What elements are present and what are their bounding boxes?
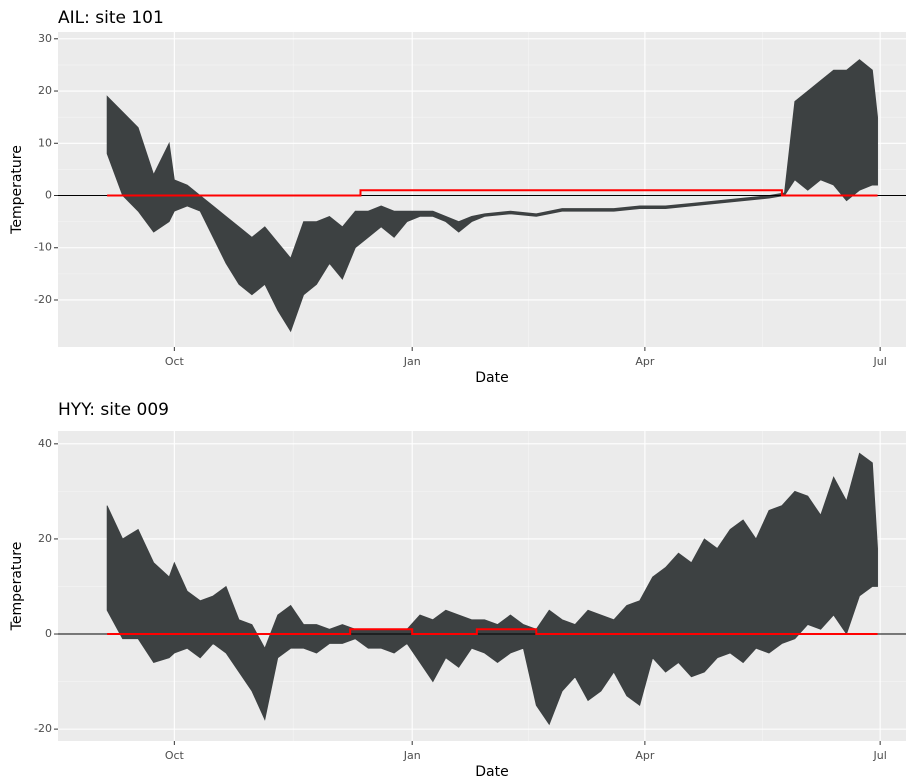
x-axis-title: Date <box>475 370 508 386</box>
y-tick-label: -10 <box>34 241 52 254</box>
panel-title: HYY: site 009 <box>58 400 169 420</box>
step-line <box>107 628 878 636</box>
x-tick-label: Jan <box>403 355 421 368</box>
temperature-ribbon <box>106 59 878 333</box>
y-tick-label: -20 <box>34 722 52 735</box>
y-axis-title: Temperature <box>9 542 25 632</box>
step-line <box>107 189 878 197</box>
panel-title: AIL: site 101 <box>58 8 164 28</box>
y-tick-label: 40 <box>38 437 52 450</box>
y-tick-label: -20 <box>34 293 52 306</box>
y-axis-title: Temperature <box>9 145 25 235</box>
x-tick-label: Jul <box>873 355 887 368</box>
x-tick-label: Oct <box>165 749 185 762</box>
y-tick-label: 20 <box>38 84 52 97</box>
y-tick-label: 10 <box>38 136 52 149</box>
y-tick-label: 30 <box>38 32 52 45</box>
x-tick-label: Jan <box>403 749 421 762</box>
y-tick-label: 0 <box>45 627 52 640</box>
x-tick-label: Apr <box>635 749 655 762</box>
x-tick-label: Jul <box>873 749 887 762</box>
y-tick-label: 0 <box>45 189 52 202</box>
x-tick-label: Oct <box>165 355 185 368</box>
y-tick-label: 20 <box>38 532 52 545</box>
x-tick-label: Apr <box>635 355 655 368</box>
x-axis-title: Date <box>475 764 508 780</box>
